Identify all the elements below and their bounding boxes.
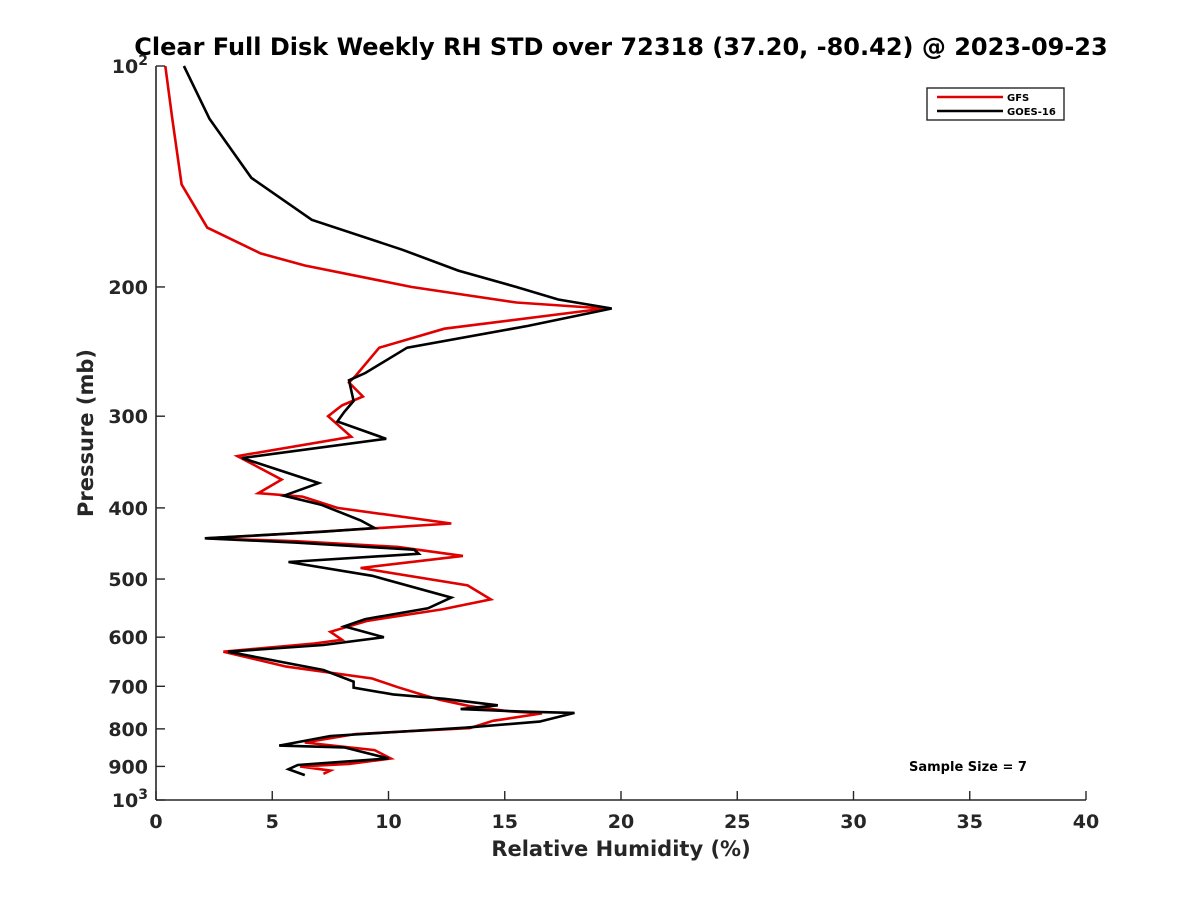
plot-area: 0 5 10 15 20 25 30 35 40 102 200 300 400 500 600 700 80… xyxy=(108,53,1099,833)
x-tick-label: 5 xyxy=(266,811,279,833)
x-tick-label: 35 xyxy=(957,811,983,833)
legend-box xyxy=(926,87,1065,121)
y-tick-label: 500 xyxy=(108,569,148,591)
chart-title: Clear Full Disk Weekly RH STD over 72318… xyxy=(134,33,1107,61)
sample-size-annotation: Sample Size = 7 xyxy=(909,760,1027,775)
y-ticks: 102 200 300 400 500 600 700 800 900 103 xyxy=(108,53,165,812)
legend: GFS GOES-16 xyxy=(926,87,1065,121)
x-tick-label: 15 xyxy=(492,811,518,833)
x-tick-label: 20 xyxy=(608,811,634,833)
y-tick-label: 200 xyxy=(108,277,148,299)
x-tick-label: 40 xyxy=(1073,811,1099,833)
y-tick-label: 103 xyxy=(112,787,148,812)
x-tick-label: 0 xyxy=(149,811,162,833)
legend-label-gfs: GFS xyxy=(1007,93,1029,104)
x-tick-label: 10 xyxy=(375,811,401,833)
x-tick-label: 30 xyxy=(840,811,866,833)
y-tick-label: 300 xyxy=(108,406,148,428)
series-line-goes-16 xyxy=(182,65,612,777)
y-tick-label: 800 xyxy=(108,719,148,741)
legend-label-goes-16: GOES-16 xyxy=(1007,107,1056,118)
x-tick-label: 25 xyxy=(724,811,750,833)
y-axis-label: Pressure (mb) xyxy=(74,349,98,517)
y-tick-label: 400 xyxy=(108,498,148,520)
x-axis-label: Relative Humidity (%) xyxy=(491,837,750,861)
y-tick-label: 600 xyxy=(108,627,148,649)
series-line-gfs xyxy=(164,65,605,775)
y-tick-label: 102 xyxy=(112,53,148,78)
series-group xyxy=(164,65,612,777)
y-tick-label: 700 xyxy=(108,676,148,698)
y-tick-label: 900 xyxy=(108,756,148,778)
x-ticks: 0 5 10 15 20 25 30 35 40 xyxy=(149,791,1099,833)
